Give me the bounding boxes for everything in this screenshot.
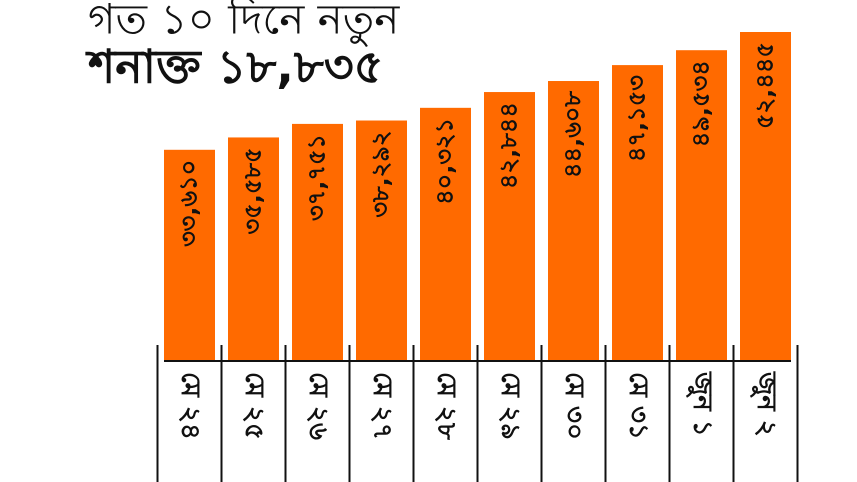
value-label: ৩৭,৭৫১ <box>303 134 331 221</box>
chart-title: গত ১০ দিনে নতুন <box>88 0 400 47</box>
value-label: ৪৯,৫৩৪ <box>687 60 715 147</box>
value-label: ৪২,৮৪৪ <box>495 102 523 189</box>
value-label: ৪৭,১৫৩ <box>623 75 651 162</box>
value-label: ৪০,৩২১ <box>431 118 459 205</box>
bar <box>612 65 663 360</box>
bar <box>740 32 791 360</box>
bar <box>484 92 535 360</box>
x-tick-label: মে ২৪ <box>175 372 205 440</box>
bar <box>676 50 727 360</box>
bar <box>164 149 215 360</box>
x-tick-label: মে ২৫ <box>239 372 269 440</box>
bar <box>548 81 599 360</box>
value-label: ৪৪,৬০৮ <box>559 91 587 178</box>
x-tick-label: মে ৩০ <box>559 372 589 440</box>
chart-subtitle: শনাক্ত ১৮,৮৩৫ <box>85 40 384 94</box>
value-label: ৫২,৪৪৫ <box>751 42 779 129</box>
value-label: ৩৩,৬১০ <box>175 160 203 247</box>
bar <box>356 120 407 360</box>
bar <box>228 137 279 360</box>
x-tick-label: মে ২৮ <box>431 372 461 441</box>
x-tick-label: জুন ২ <box>750 371 781 437</box>
value-label: ৩৫,৫৮৫ <box>239 147 267 234</box>
value-label: ৩৮,২৯২ <box>367 131 395 218</box>
bar <box>420 107 471 361</box>
x-tick-label: মে ২৬ <box>303 372 333 440</box>
bar <box>292 123 343 360</box>
x-tick-label: মে ২৭ <box>367 372 397 440</box>
x-tick-label: জুন ১ <box>686 371 717 437</box>
x-tick-label: মে ২৯ <box>495 372 525 440</box>
x-tick-label: মে ৩১ <box>623 372 653 440</box>
